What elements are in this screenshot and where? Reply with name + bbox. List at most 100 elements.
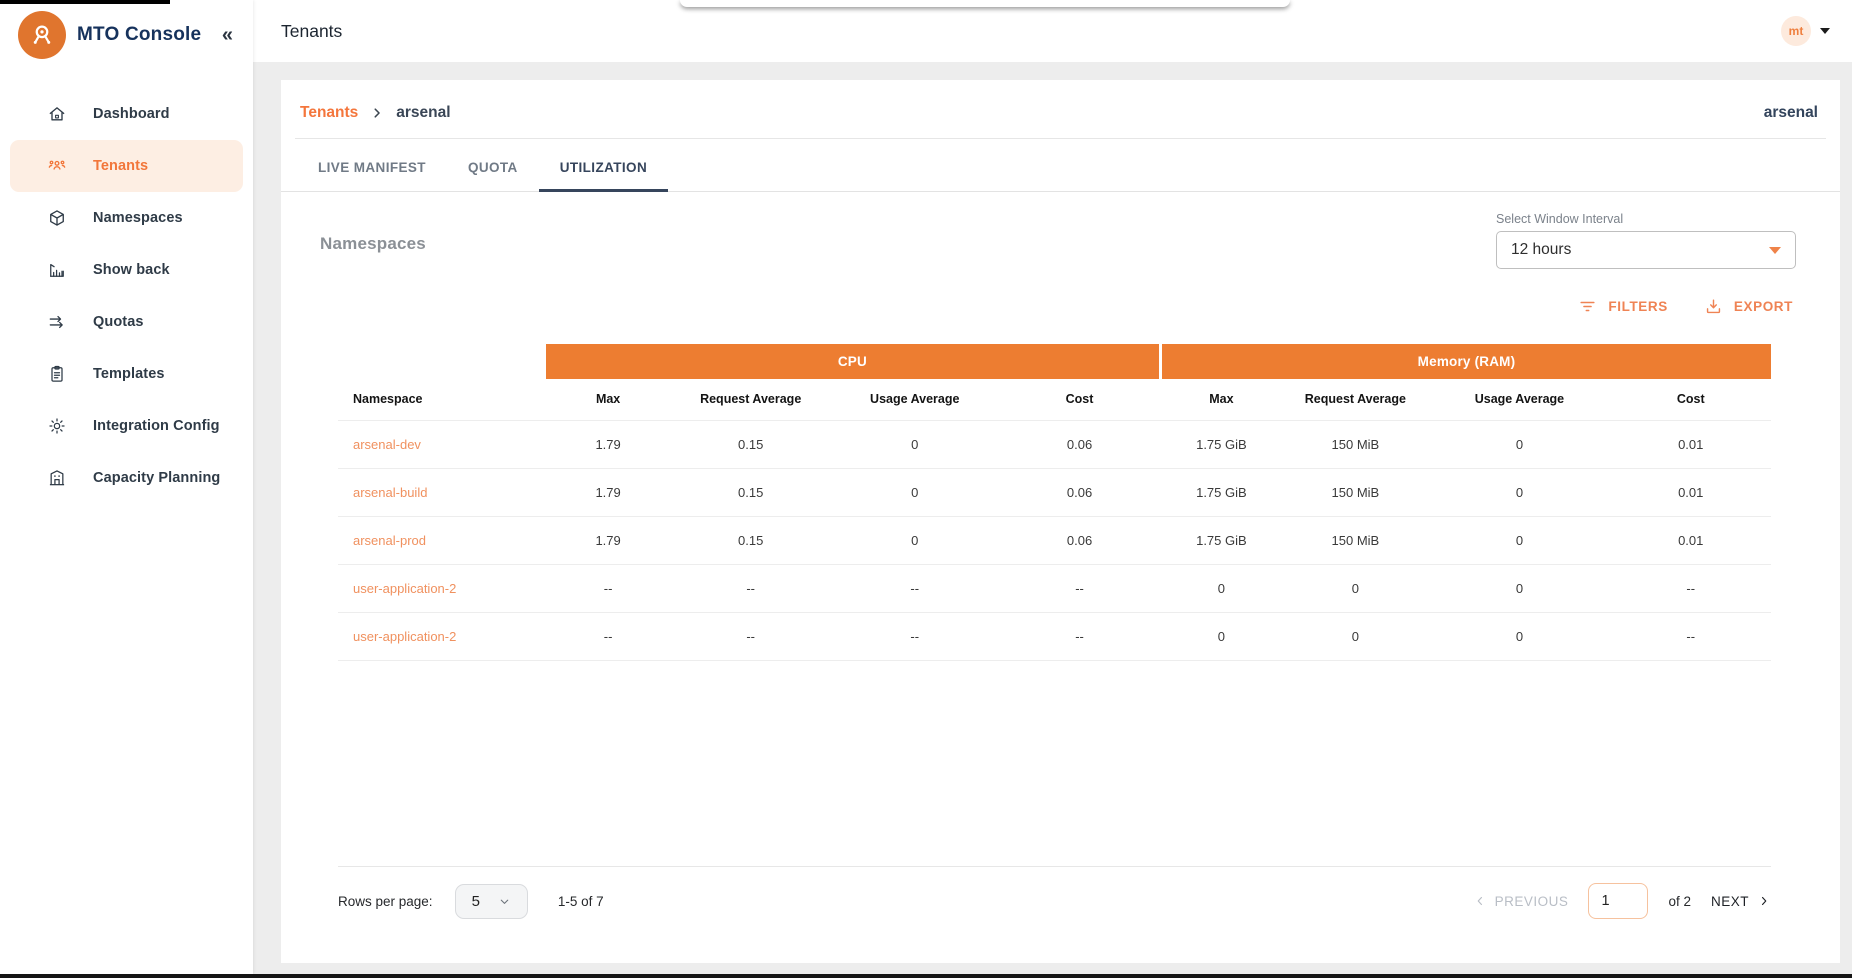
window-interval-value: 12 hours <box>1511 241 1572 258</box>
filters-button-label: FILTERS <box>1608 299 1668 314</box>
breadcrumb-divider <box>295 138 1826 139</box>
table-row: arsenal-prod 1.79 0.15 0 0.06 1.75 GiB 150 MiB… <box>338 516 1771 565</box>
sidebar-item-integration-config[interactable]: Integration Config <box>10 400 243 452</box>
value-cell: 0.15 <box>670 516 831 565</box>
chevron-down-icon[interactable] <box>1820 28 1830 34</box>
value-cell: 0.06 <box>998 468 1161 517</box>
value-cell: 0.06 <box>998 516 1161 565</box>
column-header-max: Max <box>595 392 621 407</box>
namespace-link[interactable]: user-application-2 <box>353 628 457 644</box>
sidebar-item-namespaces[interactable]: Namespaces <box>10 192 243 244</box>
sidebar-collapse-button[interactable]: « <box>221 23 233 46</box>
value-cell: 0.15 <box>670 468 831 517</box>
sidebar-item-label: Quotas <box>93 314 144 330</box>
content: Tenants arsenal arsenal LIVE MANIFEST QUO… <box>253 62 1852 974</box>
window-top-notch <box>680 0 1290 7</box>
table-spacer <box>338 661 1771 867</box>
namespace-link[interactable]: arsenal-prod <box>353 532 426 548</box>
group-header-row: CPU Memory (RAM) <box>338 344 1771 379</box>
group-header-spacer <box>338 344 546 379</box>
value-cell: 1.79 <box>545 419 671 469</box>
tenant-name-label: arsenal <box>1763 104 1818 121</box>
tenants-icon <box>47 156 67 176</box>
sidebar: MTO Console « Dashboard Tenants Namespaces… <box>0 0 253 974</box>
value-cell: -- <box>830 612 999 661</box>
namespace-cell: user-application-2 <box>338 612 546 661</box>
filters-button[interactable]: FILTERS <box>1578 297 1667 316</box>
pagination: Rows per page: 5 1-5 of 7 PREVIOUS <box>338 866 1771 963</box>
chevron-right-icon <box>370 106 384 120</box>
page-number-input[interactable] <box>1588 883 1649 919</box>
next-page-button[interactable]: NEXT <box>1711 894 1771 909</box>
value-cell: 0.01 <box>1610 419 1771 469</box>
breadcrumb: Tenants arsenal arsenal <box>281 80 1840 138</box>
chevron-left-icon <box>1477 896 1482 906</box>
rows-per-page-value: 5 <box>471 892 480 910</box>
export-button[interactable]: EXPORT <box>1704 297 1793 316</box>
chevron-right-icon <box>1761 896 1767 906</box>
value-cell: 0.01 <box>1610 468 1771 517</box>
sidebar-item-dashboard[interactable]: Dashboard <box>10 88 243 140</box>
value-cell: 0 <box>1428 612 1611 661</box>
value-cell: -- <box>545 564 671 613</box>
namespace-link[interactable]: arsenal-dev <box>353 436 421 452</box>
column-header-cost-mem: Cost <box>1676 392 1705 407</box>
avatar[interactable]: mt <box>1781 16 1811 46</box>
tab-live-manifest[interactable]: LIVE MANIFEST <box>297 143 447 192</box>
breadcrumb-tenants-link[interactable]: Tenants <box>300 104 359 121</box>
table-row: user-application-2 -- -- -- -- 0 0 0 -- <box>338 564 1771 613</box>
value-cell: 1.75 GiB <box>1160 516 1283 565</box>
sidebar-item-tenants[interactable]: Tenants <box>10 140 243 192</box>
sidebar-item-label: Templates <box>93 366 165 382</box>
window-top-edge <box>0 0 170 4</box>
table-row: user-application-2 -- -- -- -- 0 0 0 -- <box>338 612 1771 661</box>
page-count-label: of 2 <box>1668 893 1691 909</box>
value-cell: 0 <box>1282 612 1429 661</box>
tab-quota[interactable]: QUOTA <box>447 143 539 192</box>
value-cell: 1.75 GiB <box>1160 468 1283 517</box>
sidebar-item-show-back[interactable]: Show back <box>10 244 243 296</box>
cpu-group-header: CPU <box>545 344 1161 379</box>
value-cell: -- <box>670 612 831 661</box>
page-title: Tenants <box>281 20 343 41</box>
value-cell: -- <box>1610 612 1771 661</box>
rows-per-page-select[interactable]: 5 <box>454 883 528 919</box>
namespace-link[interactable]: user-application-2 <box>353 580 457 596</box>
chart-icon <box>47 260 67 280</box>
column-header-max-mem: Max <box>1209 392 1234 407</box>
table-actions: FILTERS EXPORT <box>281 269 1840 330</box>
value-cell: 150 MiB <box>1282 468 1429 517</box>
value-cell: 0 <box>1160 612 1283 661</box>
namespace-link[interactable]: arsenal-build <box>353 484 428 500</box>
quota-icon <box>47 312 67 332</box>
tenant-detail-card: Tenants arsenal arsenal LIVE MANIFEST QUO… <box>281 80 1840 963</box>
brand-title: MTO Console <box>77 24 202 45</box>
export-button-label: EXPORT <box>1733 299 1793 314</box>
sidebar-item-label: Integration Config <box>93 418 220 434</box>
sidebar-item-label: Capacity Planning <box>93 470 221 486</box>
table-wrap: CPU Memory (RAM) Namespace Max Request Ave… <box>281 330 1840 963</box>
sidebar-item-label: Namespaces <box>93 210 183 226</box>
column-header-namespace: Namespace <box>353 392 423 407</box>
column-header-row: Namespace Max Request Average Usage Average… <box>338 379 1771 420</box>
select-caret-icon <box>1769 246 1781 254</box>
section-head: Namespaces Select Window Interval 12 hou… <box>281 192 1840 269</box>
sidebar-item-capacity-planning[interactable]: Capacity Planning <box>10 452 243 504</box>
tab-utilization[interactable]: UTILIZATION <box>538 143 669 192</box>
brand-row: MTO Console « <box>0 0 253 70</box>
topbar: Tenants mt <box>253 0 1852 62</box>
filter-icon <box>1580 301 1596 312</box>
value-cell: 0 <box>830 468 999 517</box>
value-cell: 1.75 GiB <box>1160 419 1283 469</box>
value-cell: 150 MiB <box>1282 419 1429 469</box>
value-cell: 0 <box>1428 516 1611 565</box>
previous-page-button[interactable]: PREVIOUS <box>1473 894 1569 909</box>
column-header-request-average: Request Average <box>700 392 802 407</box>
window-interval-select[interactable]: 12 hours <box>1496 231 1796 269</box>
topbar-right: mt <box>1781 16 1830 46</box>
value-cell: 0 <box>1428 564 1611 613</box>
sidebar-item-quotas[interactable]: Quotas <box>10 296 243 348</box>
sidebar-item-templates[interactable]: Templates <box>10 348 243 400</box>
value-cell: -- <box>830 564 999 613</box>
